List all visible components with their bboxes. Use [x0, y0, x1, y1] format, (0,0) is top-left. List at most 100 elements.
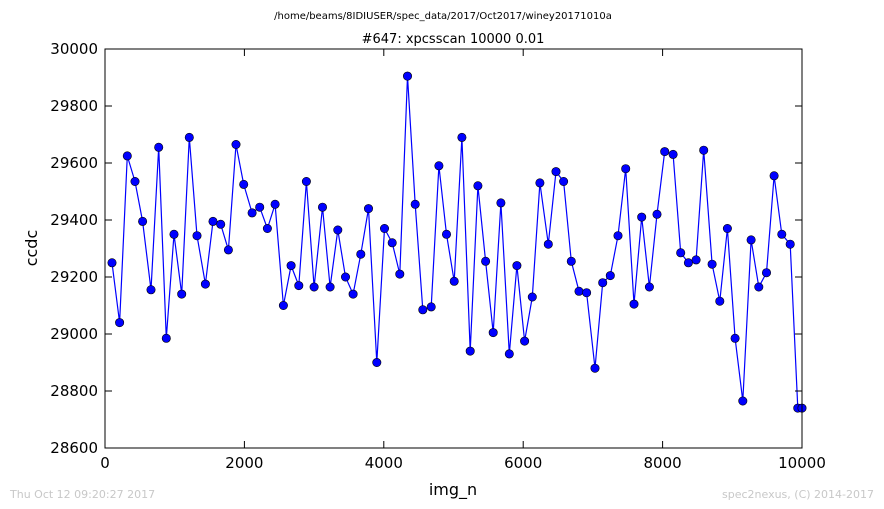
footer-timestamp: Thu Oct 12 09:20:27 2017 [10, 488, 156, 501]
x-tick-label: 4000 [365, 454, 403, 472]
data-point [379, 224, 389, 234]
data-point [785, 239, 795, 249]
data-point [200, 279, 210, 289]
y-axis-label: ccdc [22, 230, 41, 267]
data-point [255, 202, 265, 212]
footer-credit: spec2nexus, (C) 2014-2017 [722, 488, 874, 501]
data-point [465, 346, 475, 356]
plot-frame [104, 48, 803, 449]
data-point [660, 147, 670, 157]
data-point [691, 255, 701, 265]
data-point [644, 282, 654, 292]
data-point [231, 140, 241, 150]
data-point [738, 396, 748, 406]
x-axis-label: img_n [429, 480, 477, 500]
data-point [730, 333, 740, 343]
data-point [161, 333, 171, 343]
data-point [559, 177, 569, 187]
data-point [325, 282, 335, 292]
data-point [395, 269, 405, 279]
data-point [216, 219, 226, 229]
chart-suptitle: /home/beams/8IDIUSER/spec_data/2017/Oct2… [274, 11, 612, 22]
data-point [769, 171, 779, 181]
y-tick-label: 29200 [50, 268, 98, 286]
data-point [496, 198, 506, 208]
data-point [356, 249, 366, 259]
data-point [247, 208, 257, 218]
x-tick-label: 2000 [225, 454, 263, 472]
axis-ticks: 0 2000 4000 6000 8000 10000 28600 28800 29000 292… [50, 40, 826, 472]
data-point [582, 288, 592, 298]
data-point [192, 231, 202, 241]
data-point [363, 204, 373, 214]
data-point [107, 258, 117, 268]
data-point [309, 282, 319, 292]
data-point [402, 71, 412, 81]
data-point [278, 300, 288, 310]
data-point [348, 289, 358, 299]
data-point [683, 258, 693, 268]
data-point [754, 282, 764, 292]
series-line [111, 76, 802, 409]
data-point [699, 145, 709, 155]
data-point [504, 349, 514, 359]
data-point [722, 224, 732, 234]
chart-title: #647: xpcsscan 10000 0.01 [362, 32, 545, 47]
data-point [294, 281, 304, 291]
y-tick-label: 28600 [50, 439, 98, 457]
x-tick-label: 10000 [778, 454, 826, 472]
data-point [154, 142, 164, 152]
y-tick-label: 30000 [50, 40, 98, 58]
data-point [184, 132, 194, 142]
data-point [333, 225, 343, 235]
data-point [426, 302, 436, 312]
data-point [239, 179, 249, 189]
y-tick-label: 29400 [50, 211, 98, 229]
data-point [208, 216, 218, 226]
data-point [434, 161, 444, 171]
data-point [715, 296, 725, 306]
data-point [262, 224, 272, 234]
data-point [746, 235, 756, 245]
data-point [441, 229, 451, 239]
data-point [512, 261, 522, 271]
data-point [707, 259, 717, 269]
data-point [169, 229, 179, 239]
data-point [621, 164, 631, 174]
data-point [457, 132, 467, 142]
data-point [146, 285, 156, 295]
data-point [520, 336, 530, 346]
data-point [138, 216, 148, 226]
data-point [629, 299, 639, 309]
data-point [177, 289, 187, 299]
x-tick-label: 6000 [504, 454, 542, 472]
data-point [676, 248, 686, 258]
data-point [488, 328, 498, 338]
data-point [543, 239, 553, 249]
y-tick-label: 28800 [50, 382, 98, 400]
y-tick-label: 29800 [50, 97, 98, 115]
data-point [605, 271, 615, 281]
data-point [317, 202, 327, 212]
data-point [761, 268, 771, 278]
data-point [590, 363, 600, 373]
y-tick-label: 29000 [50, 325, 98, 343]
data-point [613, 231, 623, 241]
data-point [270, 199, 280, 209]
data-point [449, 276, 459, 286]
data-point [637, 212, 647, 222]
x-tick-label: 0 [100, 454, 110, 472]
data-point [286, 261, 296, 271]
x-tick-label: 8000 [644, 454, 682, 472]
data-point [527, 292, 537, 302]
data-point [652, 209, 662, 219]
data-point [130, 177, 140, 187]
data-point [566, 256, 576, 266]
data-point [418, 305, 428, 315]
data-point [410, 199, 420, 209]
data-point [535, 178, 545, 188]
data-point [551, 167, 561, 177]
data-point [301, 177, 311, 187]
data-point [122, 151, 132, 161]
